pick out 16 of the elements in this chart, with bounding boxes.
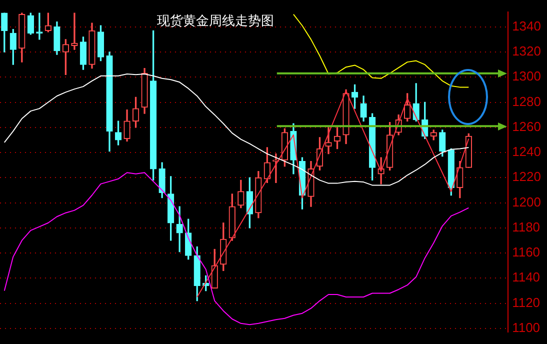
candlestick <box>71 12 78 50</box>
candlestick <box>36 12 43 40</box>
y-tick-label: 1120 <box>512 294 540 310</box>
chart-title: 现货黄金周线走势图 <box>157 13 274 30</box>
y-tick-label: 1320 <box>512 44 541 59</box>
y-tick-label: 1240 <box>512 144 541 160</box>
y-tick-label: 1220 <box>512 169 541 184</box>
y-tick-label: 1340 <box>512 18 541 34</box>
y-tick-label: 1180 <box>512 219 540 234</box>
y-tick-label: 1300 <box>512 68 541 84</box>
y-tick-label: 1140 <box>512 270 540 285</box>
y-tick-label: 1200 <box>512 194 541 210</box>
y-tick-label: 1280 <box>512 94 541 109</box>
y-tick-label: 1160 <box>512 244 540 260</box>
y-tick-label: 1100 <box>512 320 540 336</box>
y-tick-label: 1260 <box>512 118 541 134</box>
